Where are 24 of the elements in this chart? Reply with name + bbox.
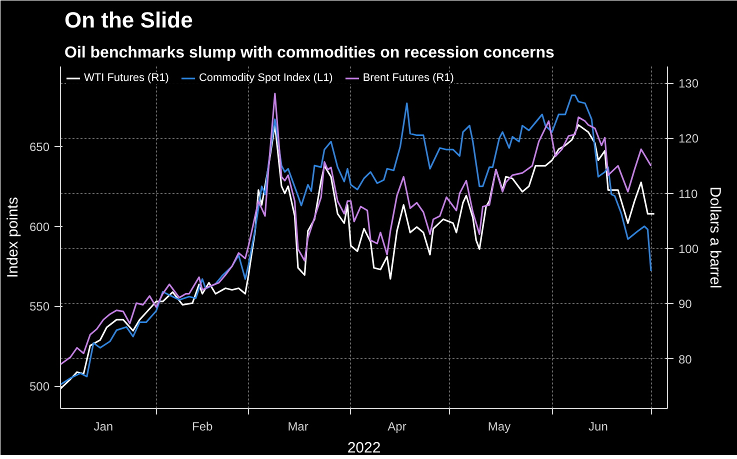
y2-tick-label: 100	[678, 242, 699, 256]
y2-axis-title: Dollars a barrel	[706, 186, 724, 288]
chart-subtitle: Oil benchmarks slump with commodities on recession concerns	[64, 44, 555, 62]
y2-tick-label: 80	[678, 352, 692, 366]
x-tick-label: May	[488, 420, 511, 434]
x-tick-label: Mar	[288, 420, 308, 434]
y2-tick-label: 130	[678, 76, 699, 91]
y-tick-label: 650	[29, 140, 50, 154]
x-axis-title: 2022	[347, 440, 381, 456]
y-tick-label: 550	[29, 300, 50, 314]
y-tick-label: 600	[29, 220, 50, 234]
x-tick-label: Jan	[94, 420, 114, 434]
y2-tick-label: 120	[678, 132, 699, 146]
chart-title: On the Slide	[64, 8, 193, 32]
legend-label: Commodity Spot Index (L1)	[198, 72, 333, 84]
y2-tick-label: 90	[678, 297, 692, 312]
x-tick-label: Feb	[192, 420, 214, 434]
x-tick-label: Apr	[388, 420, 406, 434]
legend-label: Brent Futures (R1)	[362, 72, 454, 84]
y2-tick-label: 110	[678, 186, 698, 201]
y-axis-title: Index points	[4, 197, 22, 278]
y-tick-label: 500	[29, 380, 50, 394]
legend-label: WTI Futures (R1)	[84, 72, 169, 84]
x-tick-label: Jun	[588, 420, 608, 434]
